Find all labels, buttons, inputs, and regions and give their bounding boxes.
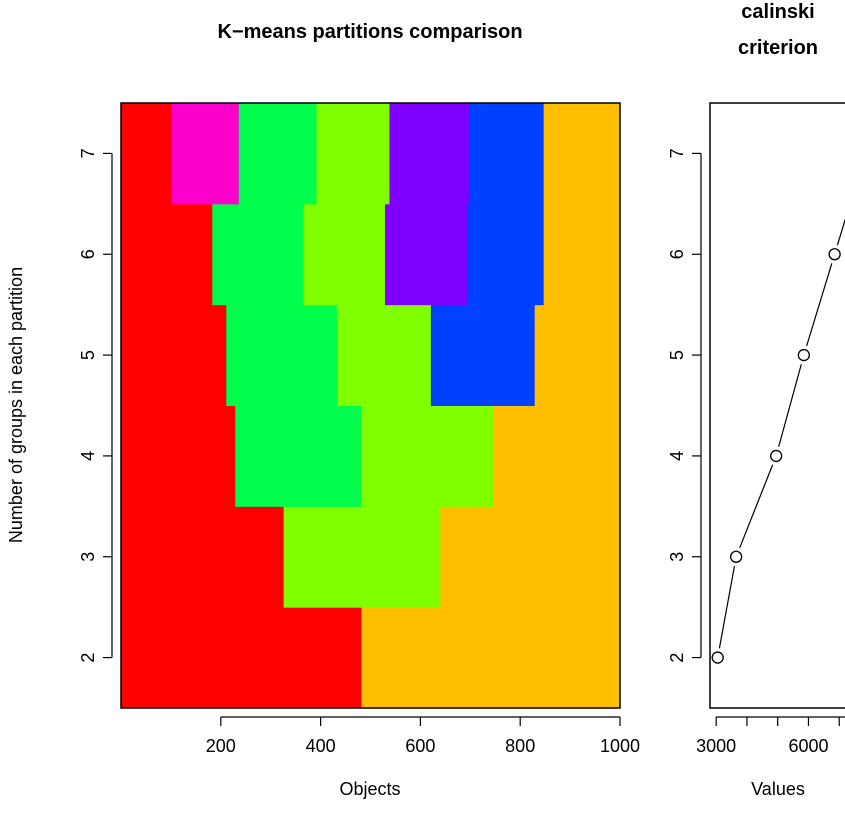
partitions-x-axis: 200 400 600 800 1000	[206, 716, 640, 756]
partitions-x-axis-label: Objects	[339, 779, 400, 799]
partition-cell-k6-blue	[467, 203, 545, 306]
partition-cell-k6-purple	[384, 203, 468, 306]
partition-cell-k4-red	[121, 405, 236, 507]
calinski-line-segment	[739, 464, 774, 549]
partition-cell-k3-red	[121, 506, 285, 608]
partition-cell-k6-green	[212, 203, 305, 306]
partitions-y-axis: 2 3 4 5 6 7	[78, 148, 113, 663]
partitions-x-tick-label: 200	[206, 736, 236, 756]
partition-cell-k3-lime	[283, 506, 441, 608]
partitions-x-tick-label: 800	[505, 736, 535, 756]
partitions-chart: K−means partitions comparison 200 400 600 8…	[6, 21, 640, 799]
partition-cell-k6-lime	[303, 203, 386, 306]
calinski-x-tick-label: 6000	[788, 736, 828, 756]
calinski-point	[828, 248, 841, 261]
partitions-y-tick-label: 6	[78, 249, 98, 259]
partitions-x-tick-label: 600	[405, 736, 435, 756]
calinski-y-tick-label: 4	[667, 451, 687, 461]
partitions-y-tick-label: 7	[78, 148, 98, 158]
partition-cell-k4-green	[235, 405, 362, 507]
calinski-title-line-1: calinski	[741, 1, 814, 23]
calinski-title-line-2: criterion	[738, 37, 818, 59]
partition-cell-k7-blue	[468, 103, 545, 205]
partition-cell-k6-orange	[543, 203, 621, 306]
calinski-point	[797, 348, 810, 362]
calinski-series	[711, 218, 845, 664]
partitions-y-tick-label: 5	[78, 350, 98, 360]
partitions-x-tick-label: 1000	[600, 736, 640, 756]
calinski-plot-frame	[709, 102, 845, 709]
partition-cell-k2-red	[121, 607, 363, 709]
partition-cell-k2-orange	[361, 607, 621, 709]
partition-cells	[121, 103, 621, 709]
partition-cell-k5-red	[121, 304, 227, 406]
calinski-chart: calinski criterion 3000 6000 2 3 4 5 6 7 Value…	[667, 1, 845, 799]
calinski-point	[730, 550, 743, 563]
partition-cell-k7-magenta	[171, 103, 240, 205]
partition-cell-k6-red	[121, 203, 213, 306]
calinski-y-axis: 2 3 4 5 6 7	[667, 148, 702, 663]
calinski-point	[711, 651, 724, 664]
partition-cell-k3-orange	[440, 506, 621, 608]
calinski-y-tick-label: 7	[667, 148, 687, 158]
calinski-line-segment	[718, 565, 736, 649]
partitions-plot-frame	[120, 102, 621, 709]
partition-cell-k7-purple	[389, 103, 470, 205]
calinski-x-axis-label: Values	[751, 779, 805, 799]
partitions-chart-title: K−means partitions comparison	[217, 21, 522, 43]
calinski-y-tick-label: 5	[667, 350, 687, 360]
calinski-x-tick-label: 3000	[696, 736, 736, 756]
calinski-point	[770, 449, 783, 463]
partitions-y-tick-label: 3	[78, 552, 98, 562]
partition-cell-k7-lime	[316, 103, 390, 205]
partition-cell-k5-blue	[430, 304, 536, 406]
partition-cell-k5-orange	[534, 304, 621, 406]
calinski-y-tick-label: 3	[667, 552, 687, 562]
calinski-line-segment	[778, 364, 802, 447]
partition-cell-k7-green	[238, 103, 318, 205]
calinski-line-segment	[806, 263, 833, 347]
partitions-y-tick-label: 4	[78, 451, 98, 461]
partition-cell-k7-red	[121, 103, 172, 205]
calinski-y-tick-label: 6	[667, 249, 687, 259]
partition-cell-k5-green	[226, 304, 338, 406]
partitions-y-axis-label: Number of groups in each partition	[6, 267, 26, 543]
partition-cell-k7-orange	[543, 103, 621, 205]
calinski-x-axis: 3000 6000	[696, 716, 845, 756]
partition-cell-k4-lime	[361, 405, 495, 507]
partitions-x-tick-label: 400	[306, 736, 336, 756]
partition-cell-k4-orange	[493, 405, 621, 507]
calinski-y-tick-label: 2	[667, 653, 687, 663]
partitions-y-tick-label: 2	[78, 653, 98, 663]
calinski-line-segment	[836, 218, 845, 246]
partition-cell-k5-lime	[337, 304, 432, 406]
